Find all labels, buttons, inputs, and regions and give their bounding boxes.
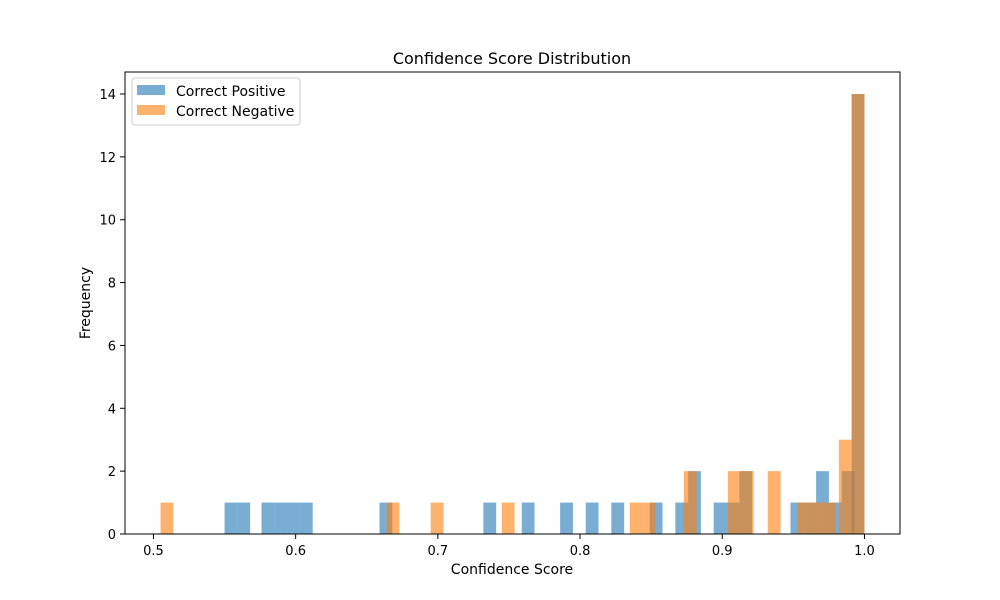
y-tick-label: 6 [108,339,116,354]
bar-correct-positive-2 [261,502,275,534]
bar-correct-positive-9 [560,502,573,534]
legend-label-correct-negative: Correct Negative [176,104,294,120]
bar-correct-negative-3 [501,502,515,534]
legend-label-correct-positive: Correct Positive [176,84,286,100]
x-tick-label: 1.0 [854,544,875,559]
bar-correct-negative-6 [683,471,697,534]
bar-correct-positive-3 [274,502,288,534]
x-tick-label: 0.7 [428,544,449,559]
bar-correct-negative-8 [740,471,754,534]
bar-correct-positive-8 [521,502,535,534]
chart-title: Confidence Score Distribution [393,49,631,68]
plot-frame [124,71,901,535]
bar-correct-negative-14 [851,94,865,534]
legend: Correct Positive Correct Negative [131,77,301,126]
bar-correct-positive-4 [287,502,300,534]
bar-correct-negative-9 [767,471,781,534]
y-tick-label: 12 [99,151,116,166]
y-tick-label: 14 [99,88,116,103]
legend-swatch-correct-positive [137,85,165,95]
bar-correct-negative-10 [797,502,811,534]
bar-correct-negative-7 [727,471,741,534]
bar-correct-positive-1 [237,502,251,534]
bar-correct-negative-5 [642,502,656,534]
y-tick-label: 10 [99,214,116,229]
bar-correct-negative-0 [160,502,174,534]
y-tick-label: 2 [108,465,116,480]
bar-correct-negative-1 [386,502,400,534]
bar-correct-negative-13 [838,439,852,534]
bar-correct-negative-4 [629,502,643,534]
x-tick-label: 0.6 [285,544,306,559]
y-tick-label: 0 [108,528,116,543]
x-axis: 0.5 0.6 0.7 0.8 0.9 1.0 [143,534,875,559]
x-axis-label: Confidence Score [451,562,573,578]
y-tick-label: 8 [108,277,116,292]
y-axis: 0 2 4 6 8 10 12 14 [99,88,125,543]
bar-correct-positive-10 [585,502,599,534]
legend-swatch-correct-negative [137,105,165,115]
bar-correct-negative-11 [810,502,824,534]
bar-correct-positive-7 [483,502,497,534]
legend-box [131,77,301,126]
x-tick-label: 0.5 [143,544,164,559]
x-tick-label: 0.8 [570,544,591,559]
bar-correct-positive-15 [713,502,727,534]
x-tick-label: 0.9 [712,544,733,559]
bar-correct-positive-11 [611,502,625,534]
bar-correct-positive-0 [224,502,238,534]
bar-correct-negative-2 [430,502,444,534]
bar-correct-negative-12 [823,502,837,534]
y-axis-label: Frequency [78,267,94,339]
plot-area [160,94,865,534]
bar-correct-positive-5 [299,502,313,534]
y-tick-label: 4 [108,402,116,417]
